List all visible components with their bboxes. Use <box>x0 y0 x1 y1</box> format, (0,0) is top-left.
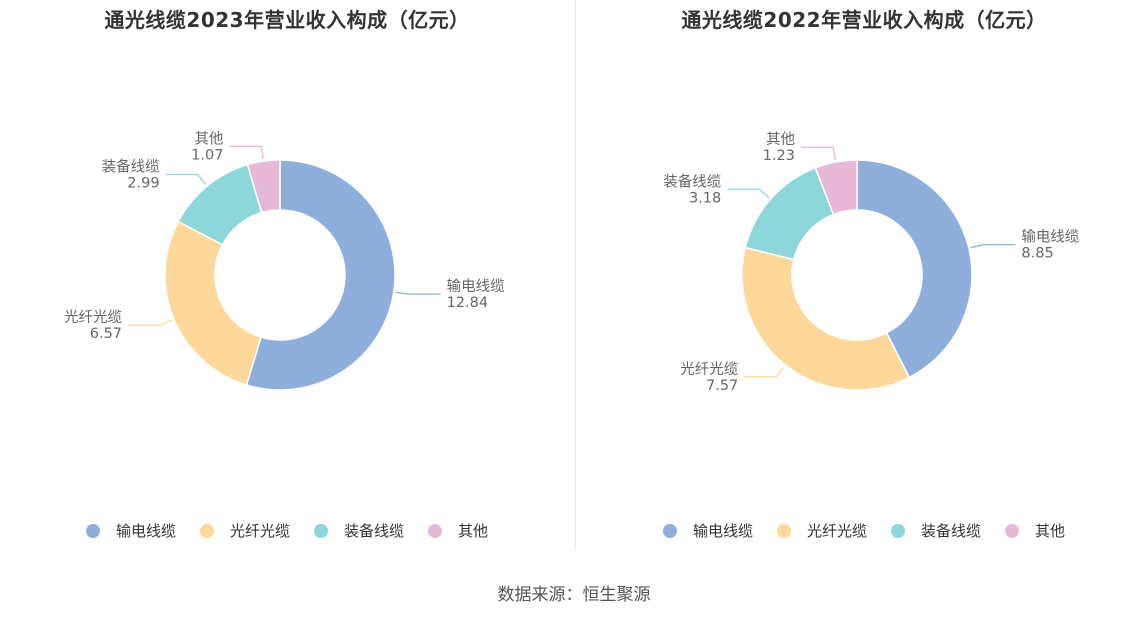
slice-label-value: 7.57 <box>706 378 738 394</box>
legend-marker <box>1005 523 1020 538</box>
legend-item-transmission-cable[interactable]: 输电线缆 <box>662 520 753 541</box>
legend-label: 其他 <box>458 522 489 540</box>
chart-legend: 输电线缆 光纤光缆 装备线缆 其他 <box>0 520 574 541</box>
slice-label-value: 1.23 <box>763 148 795 164</box>
legend-marker <box>776 523 791 538</box>
legend-label: 光纤光缆 <box>229 522 290 540</box>
leader-line <box>801 146 837 161</box>
legend-label: 装备线缆 <box>921 522 982 540</box>
slice-label-value: 6.57 <box>90 326 122 342</box>
slice-label-name: 其他 <box>766 131 795 148</box>
legend-item-optical-fiber-cable[interactable]: 光纤光缆 <box>199 520 290 541</box>
legend-marker <box>662 523 677 538</box>
data-source-note: 数据来源：恒生聚源 <box>497 585 651 605</box>
legend-item-other[interactable]: 其他 <box>1005 520 1065 541</box>
donut-slice-optical-fiber-cable[interactable] <box>164 220 262 386</box>
donut-slice-optical-fiber-cable[interactable] <box>741 246 911 391</box>
legend-label: 输电线缆 <box>692 522 753 540</box>
chart-panel-2022: 通光线缆2022年营业收入构成（亿元） 输电线缆 8.85 光纤光缆 7.57 装备线缆… <box>577 0 1148 560</box>
leader-line <box>727 188 770 199</box>
legend-label: 装备线缆 <box>344 522 405 540</box>
leader-line <box>229 145 264 160</box>
chart-title: 通光线缆2022年营业收入构成（亿元） <box>681 8 1047 32</box>
legend-label: 输电线缆 <box>115 522 176 540</box>
slice-label-value: 8.85 <box>1021 246 1053 262</box>
donut-slice-transmission-cable[interactable] <box>245 159 396 391</box>
leader-line <box>970 243 1016 249</box>
leader-line <box>744 366 785 378</box>
slice-label-name: 输电线缆 <box>447 278 505 295</box>
legend-marker <box>891 523 905 538</box>
donut-slice-transmission-cable[interactable] <box>856 159 973 379</box>
legend-item-equipment-cable[interactable]: 装备线缆 <box>891 520 981 541</box>
slice-label-name: 其他 <box>194 130 223 147</box>
slice-label-value: 2.99 <box>127 175 159 191</box>
donut-slice-other[interactable] <box>814 159 858 216</box>
chart-panel-2023: 通光线缆2023年营业收入构成（亿元） 输电线缆 12.84 光纤光缆 6.57 装备线… <box>0 0 574 560</box>
slice-label-value: 1.07 <box>191 147 223 163</box>
legend-marker <box>314 523 328 538</box>
leader-line <box>128 319 173 326</box>
slice-label-value: 3.18 <box>689 190 721 206</box>
chart-legend: 输电线缆 光纤光缆 装备线缆 其他 <box>577 520 1148 541</box>
slice-label-name: 光纤光缆 <box>64 309 122 326</box>
panel-divider <box>575 0 576 550</box>
leader-line <box>165 173 207 185</box>
leader-line <box>395 291 441 295</box>
legend-item-transmission-cable[interactable]: 输电线缆 <box>85 520 176 541</box>
legend-label: 光纤光缆 <box>806 522 867 540</box>
slice-label-name: 装备线缆 <box>663 173 721 190</box>
legend-marker <box>428 523 443 538</box>
legend-marker <box>199 523 214 538</box>
legend-item-equipment-cable[interactable]: 装备线缆 <box>314 520 404 541</box>
chart-title: 通光线缆2023年营业收入构成（亿元） <box>104 8 470 32</box>
slice-label-name: 装备线缆 <box>102 158 160 175</box>
slice-label-name: 输电线缆 <box>1021 229 1079 246</box>
slice-label-name: 光纤光缆 <box>680 361 738 378</box>
slice-label-value: 12.84 <box>447 295 489 311</box>
legend-marker <box>85 523 100 538</box>
donut-slice-other[interactable] <box>246 159 281 214</box>
legend-item-optical-fiber-cable[interactable]: 光纤光缆 <box>776 520 867 541</box>
legend-item-other[interactable]: 其他 <box>428 520 488 541</box>
legend-label: 其他 <box>1035 522 1066 540</box>
